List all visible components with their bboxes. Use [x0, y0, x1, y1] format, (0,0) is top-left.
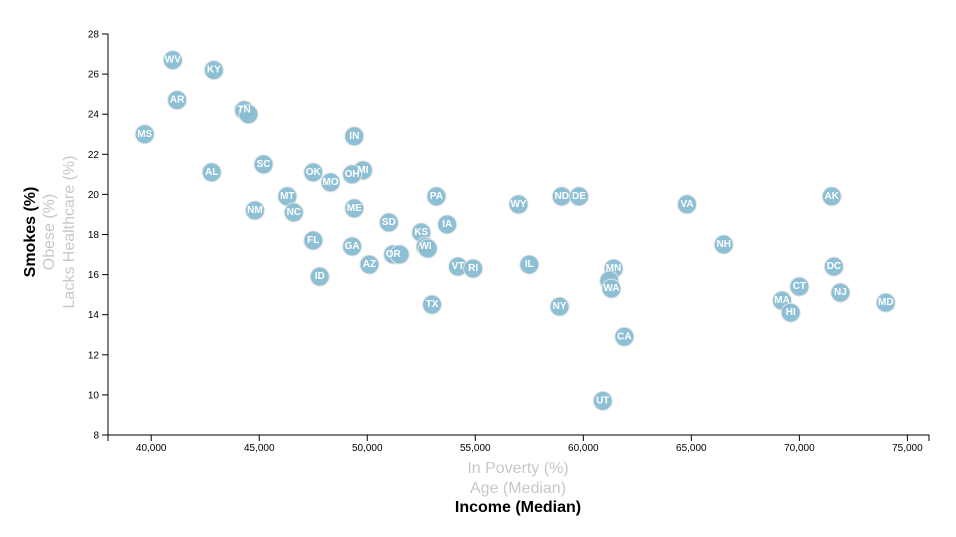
state-point-ky[interactable] — [203, 60, 224, 81]
x-tick-label: 45,000 — [244, 443, 275, 454]
y-tick-label: 24 — [88, 110, 100, 121]
state-point-nm[interactable] — [244, 200, 265, 221]
x-axis-option-income[interactable]: Income (Median) — [455, 499, 581, 516]
state-point-me[interactable] — [344, 198, 365, 219]
state-point-fl[interactable] — [303, 230, 324, 251]
x-tick-label: 55,000 — [460, 443, 491, 454]
y-tick-label: 14 — [88, 310, 100, 321]
x-tick-label: 50,000 — [352, 443, 383, 454]
state-point-wv[interactable] — [162, 50, 183, 71]
state-point-nh[interactable] — [713, 234, 734, 255]
state-point[interactable] — [238, 104, 259, 125]
state-point-ri[interactable] — [463, 258, 484, 279]
state-point-al[interactable] — [201, 162, 222, 183]
state-point-ok[interactable] — [303, 162, 324, 183]
state-point-id[interactable] — [309, 266, 330, 287]
state-point-tx[interactable] — [422, 294, 443, 315]
state-point-az[interactable] — [359, 254, 380, 275]
state-point-ak[interactable] — [821, 186, 842, 207]
state-point-ct[interactable] — [789, 276, 810, 297]
x-axis-option-age[interactable]: Age (Median) — [470, 480, 566, 497]
x-axis-line — [107, 434, 930, 441]
state-point-md[interactable] — [875, 292, 896, 313]
state-point-va[interactable] — [677, 194, 698, 215]
state-point-nj[interactable] — [830, 282, 851, 303]
state-point-wy[interactable] — [508, 194, 529, 215]
state-point-in[interactable] — [344, 126, 365, 147]
state-point-nd[interactable] — [551, 186, 572, 207]
state-point-il[interactable] — [519, 254, 540, 275]
y-tick-label: 18 — [88, 230, 100, 241]
state-point-ca[interactable] — [614, 326, 635, 347]
state-point-sc[interactable] — [253, 154, 274, 175]
state-point[interactable] — [417, 238, 438, 259]
state-point-mo[interactable] — [320, 172, 341, 193]
y-axis-option-lacks-healthcare[interactable]: Lacks Healthcare (%) — [61, 156, 78, 309]
y-axis: 8 10 12 14 16 18 20 22 24 26 28 — [88, 30, 109, 442]
state-point-ga[interactable] — [342, 236, 363, 257]
y-axis-option-smokes[interactable]: Smokes (%) — [22, 187, 39, 278]
state-point-sd[interactable] — [378, 212, 399, 233]
x-tick-label: 70,000 — [784, 443, 815, 454]
state-point-oh[interactable] — [342, 164, 363, 185]
state-point-dc[interactable] — [823, 256, 844, 277]
x-tick-label: 65,000 — [676, 443, 707, 454]
state-point-ms[interactable] — [134, 124, 155, 145]
state-point-wa[interactable] — [601, 278, 622, 299]
y-tick-label: 22 — [88, 150, 100, 161]
state-point-nc[interactable] — [283, 202, 304, 223]
state-point-ia[interactable] — [437, 214, 458, 235]
y-tick-label: 10 — [88, 390, 100, 401]
y-tick-label: 20 — [88, 190, 100, 201]
y-tick-label: 26 — [88, 70, 100, 81]
state-point-ut[interactable] — [592, 390, 613, 411]
state-point-hi[interactable] — [780, 302, 801, 323]
y-tick-label: 28 — [88, 30, 100, 41]
state-point-ny[interactable] — [549, 296, 570, 317]
y-tick-label: 12 — [88, 350, 100, 361]
x-tick-label: 40,000 — [136, 443, 167, 454]
state-point-pa[interactable] — [426, 186, 447, 207]
state-point[interactable] — [389, 244, 410, 265]
state-point-ar[interactable] — [167, 90, 188, 111]
state-point-de[interactable] — [568, 186, 589, 207]
y-tick-label: 16 — [88, 270, 100, 281]
y-axis-option-obese[interactable]: Obese (%) — [41, 194, 58, 270]
x-tick-label: 75,000 — [892, 443, 923, 454]
y-tick-label: 8 — [93, 431, 99, 442]
x-tick-label: 60,000 — [568, 443, 599, 454]
x-axis: 40,000 45,000 50,000 55,000 60,000 65,000 70,0… — [107, 434, 930, 454]
x-axis-option-poverty[interactable]: In Poverty (%) — [467, 460, 568, 477]
